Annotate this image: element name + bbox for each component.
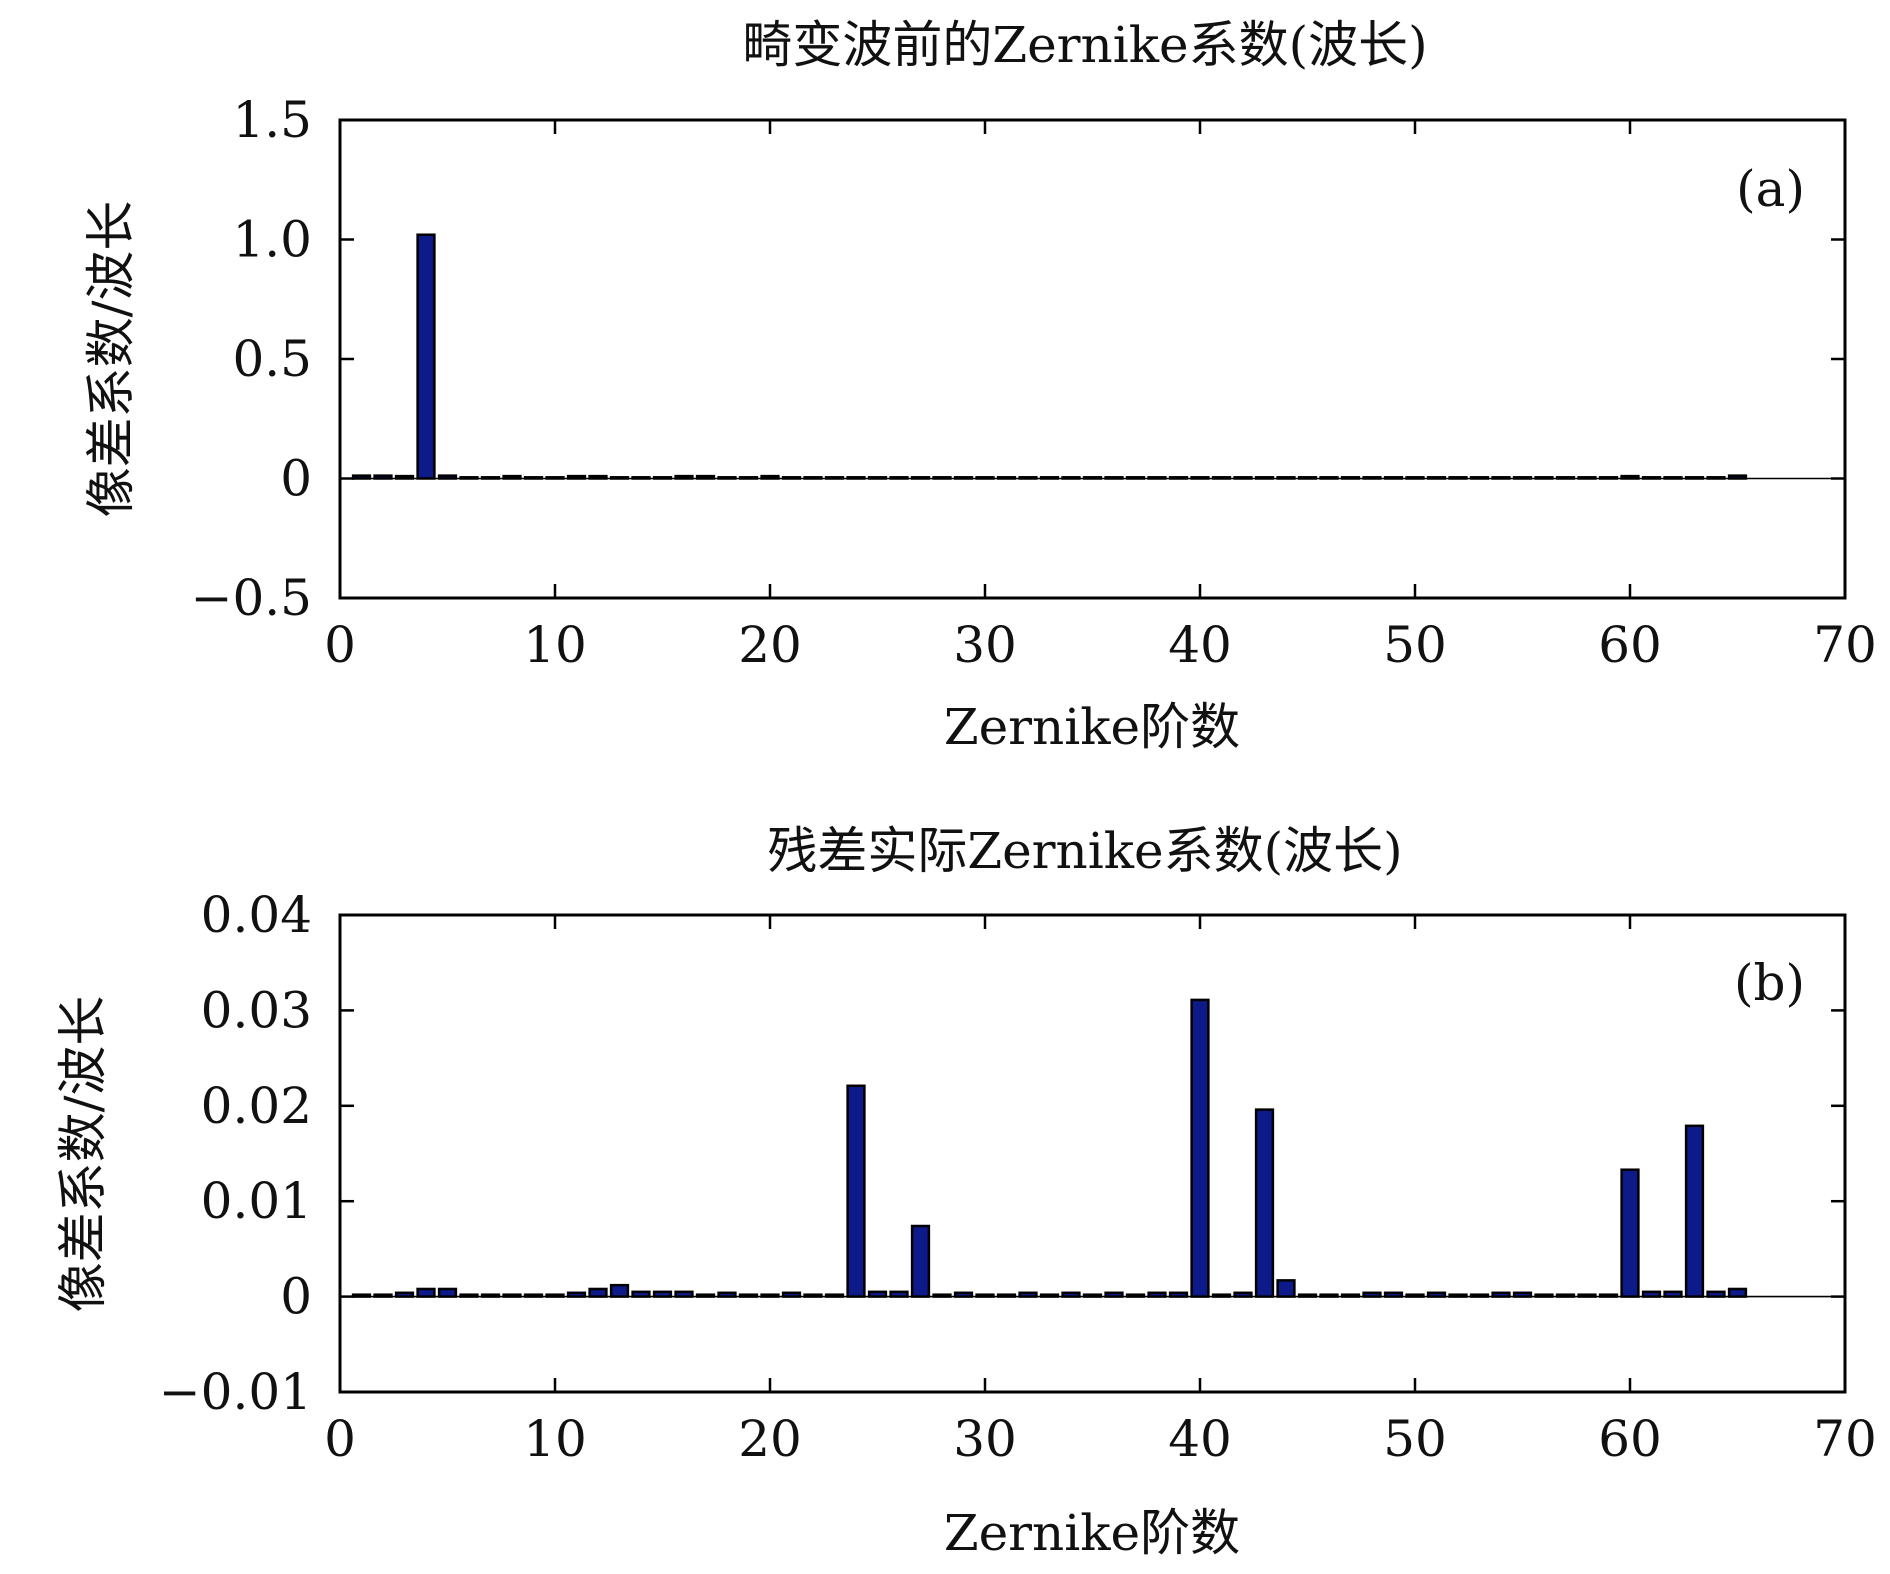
x-tick-label: 0 bbox=[324, 616, 356, 674]
chart-panel-a: 畸变波前的Zernike系数(波长) 0 10 20 30 40 50 60 70 −0.50… bbox=[82, 16, 1877, 756]
x-tick-label: 40 bbox=[1168, 616, 1232, 674]
bar bbox=[1190, 998, 1210, 1298]
plot-area-frame bbox=[338, 913, 1847, 1394]
bar bbox=[609, 1283, 630, 1298]
y-tick-label: 0.03 bbox=[201, 981, 312, 1039]
x-axis-label: Zernike阶数 bbox=[944, 698, 1240, 756]
x-tick-label: 20 bbox=[738, 616, 802, 674]
y-tick-label: 0 bbox=[280, 450, 312, 508]
bar bbox=[1684, 1124, 1705, 1298]
x-tick-label: 30 bbox=[953, 616, 1017, 674]
y-axis-label: 像差系数/波长 bbox=[82, 201, 140, 518]
chart-panel-b: 残差实际Zernike系数(波长) 0 10 20 30 40 50 60 70 −0.010… bbox=[54, 822, 1877, 1562]
x-tick-label: 50 bbox=[1383, 1410, 1447, 1468]
y-axis-ticks: −0.5 0 0.5 1.0 1.5 bbox=[191, 91, 1845, 627]
bar bbox=[846, 1084, 866, 1298]
y-tick-label: 0 bbox=[280, 1268, 312, 1326]
y-tick-label: 0.01 bbox=[201, 1172, 312, 1230]
bar bbox=[1620, 1168, 1640, 1298]
bar bbox=[416, 1287, 436, 1298]
bar bbox=[1727, 1287, 1748, 1298]
bar bbox=[1276, 1279, 1296, 1298]
x-tick-label: 50 bbox=[1383, 616, 1447, 674]
y-tick-label: 1.0 bbox=[232, 211, 312, 269]
x-tick-label: 20 bbox=[738, 1410, 802, 1468]
bar bbox=[910, 1224, 931, 1298]
bar bbox=[416, 233, 436, 480]
x-axis-label: Zernike阶数 bbox=[944, 1504, 1240, 1562]
x-tick-label: 60 bbox=[1598, 1410, 1662, 1468]
y-tick-label: 0.02 bbox=[201, 1077, 312, 1135]
bar bbox=[1254, 1108, 1275, 1298]
x-axis-ticks: 0 10 20 30 40 50 60 70 bbox=[324, 915, 1877, 1468]
x-tick-label: 70 bbox=[1813, 616, 1877, 674]
x-tick-label: 30 bbox=[953, 1410, 1017, 1468]
y-tick-label: 0.04 bbox=[201, 886, 312, 944]
chart-title: 畸变波前的Zernike系数(波长) bbox=[742, 16, 1427, 74]
bar-series bbox=[351, 233, 1748, 480]
bar-series bbox=[351, 998, 1748, 1298]
panel-label: (b) bbox=[1734, 954, 1805, 1012]
chart-title: 残差实际Zernike系数(波长) bbox=[767, 822, 1402, 880]
y-tick-label: −0.5 bbox=[191, 569, 312, 627]
bar bbox=[588, 1287, 608, 1298]
x-tick-label: 10 bbox=[523, 1410, 587, 1468]
x-tick-label: 40 bbox=[1168, 1410, 1232, 1468]
plot-area-frame bbox=[338, 118, 1847, 600]
y-tick-label: 1.5 bbox=[232, 91, 312, 149]
y-axis-ticks: −0.01 0 0.01 0.02 0.03 0.04 bbox=[159, 886, 1845, 1421]
y-tick-label: 0.5 bbox=[232, 330, 312, 388]
y-axis-label: 像差系数/波长 bbox=[54, 996, 112, 1313]
y-tick-label: −0.01 bbox=[159, 1363, 312, 1421]
x-tick-label: 0 bbox=[324, 1410, 356, 1468]
x-axis-ticks: 0 10 20 30 40 50 60 70 bbox=[324, 120, 1877, 674]
bar bbox=[437, 1287, 458, 1298]
x-tick-label: 10 bbox=[523, 616, 587, 674]
x-tick-label: 70 bbox=[1813, 1410, 1877, 1468]
x-tick-label: 60 bbox=[1598, 616, 1662, 674]
panel-label: (a) bbox=[1736, 160, 1805, 218]
